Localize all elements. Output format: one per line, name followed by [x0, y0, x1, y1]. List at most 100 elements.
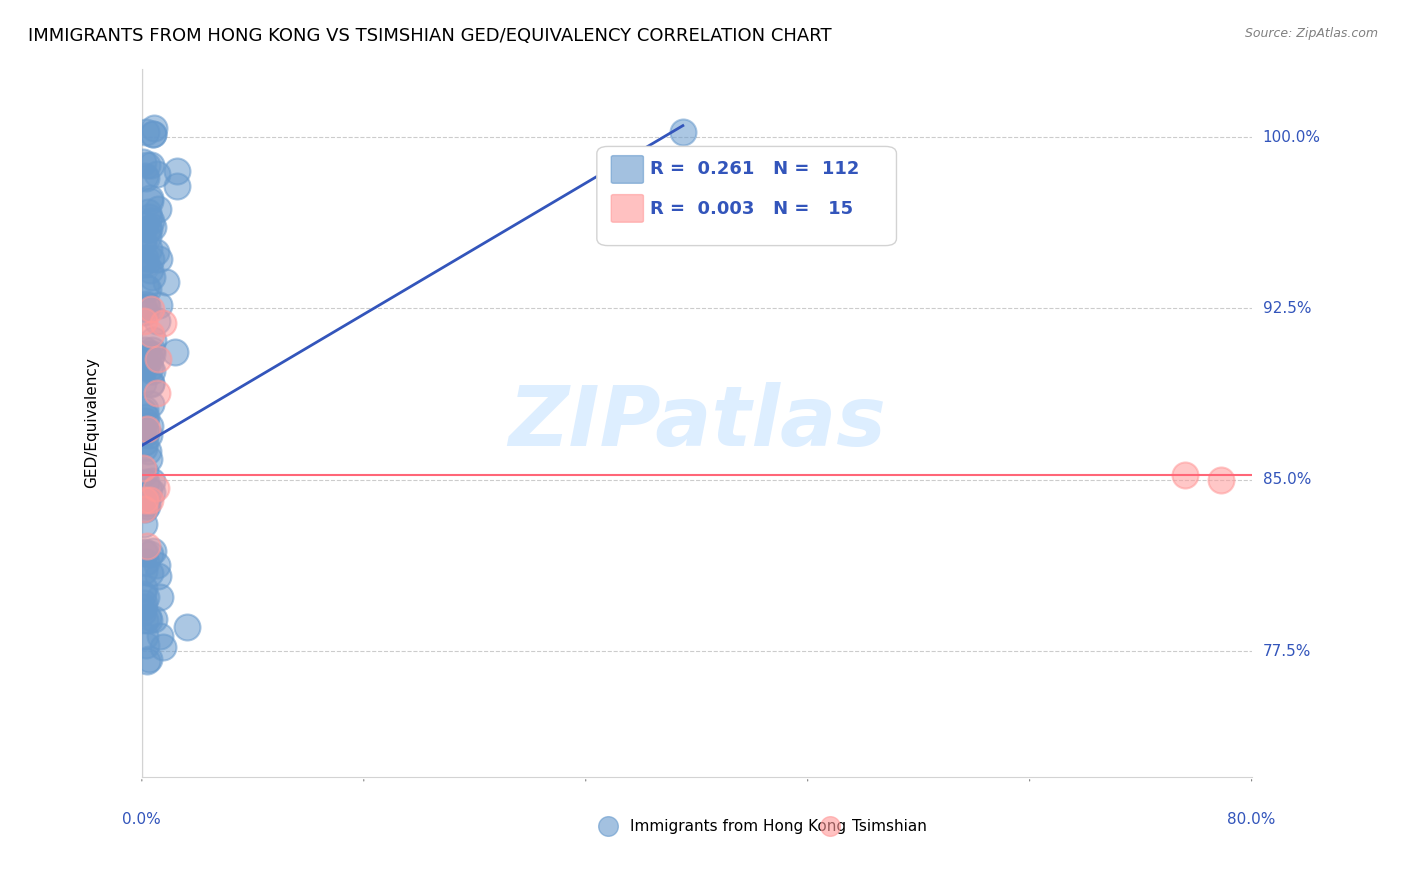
Immigrants from Hong Kong	[132, 376, 155, 391]
Tsimshian	[1209, 473, 1232, 487]
Immigrants from Hong Kong	[139, 548, 162, 562]
Immigrants from Hong Kong	[134, 169, 156, 184]
Text: Immigrants from Hong Kong: Immigrants from Hong Kong	[630, 819, 846, 834]
Immigrants from Hong Kong	[138, 221, 160, 235]
Immigrants from Hong Kong	[135, 257, 157, 271]
Text: GED/Equivalency: GED/Equivalency	[84, 357, 100, 488]
Immigrants from Hong Kong	[155, 275, 177, 289]
Immigrants from Hong Kong	[136, 299, 159, 313]
Tsimshian	[132, 502, 155, 516]
Immigrants from Hong Kong	[138, 419, 160, 434]
Tsimshian	[134, 492, 156, 507]
Immigrants from Hong Kong	[134, 638, 156, 652]
Immigrants from Hong Kong	[141, 347, 163, 361]
Text: Tsimshian: Tsimshian	[852, 819, 927, 834]
Immigrants from Hong Kong	[136, 230, 159, 244]
Immigrants from Hong Kong	[134, 434, 156, 449]
Immigrants from Hong Kong	[134, 545, 156, 559]
Immigrants from Hong Kong	[142, 333, 165, 347]
Text: 85.0%: 85.0%	[1263, 472, 1310, 487]
Immigrants from Hong Kong	[134, 251, 156, 265]
Tsimshian	[136, 539, 159, 553]
Text: R =  0.003   N =   15: R = 0.003 N = 15	[650, 200, 853, 218]
Tsimshian	[1174, 468, 1197, 483]
Text: IMMIGRANTS FROM HONG KONG VS TSIMSHIAN GED/EQUIVALENCY CORRELATION CHART: IMMIGRANTS FROM HONG KONG VS TSIMSHIAN G…	[28, 27, 832, 45]
Text: 0.0%: 0.0%	[122, 812, 162, 827]
Immigrants from Hong Kong	[138, 651, 160, 665]
Immigrants from Hong Kong	[176, 620, 198, 634]
Immigrants from Hong Kong	[138, 211, 160, 225]
Immigrants from Hong Kong	[672, 126, 695, 140]
Immigrants from Hong Kong	[134, 501, 156, 516]
Tsimshian	[139, 492, 162, 507]
Tsimshian	[146, 352, 169, 367]
Immigrants from Hong Kong	[139, 397, 162, 411]
Immigrants from Hong Kong	[145, 244, 167, 259]
Immigrants from Hong Kong	[135, 125, 157, 139]
Immigrants from Hong Kong	[166, 164, 188, 178]
Immigrants from Hong Kong	[141, 343, 163, 357]
Immigrants from Hong Kong	[132, 517, 155, 532]
Immigrants from Hong Kong	[135, 496, 157, 510]
Immigrants from Hong Kong	[134, 343, 156, 357]
Immigrants from Hong Kong	[132, 441, 155, 455]
Immigrants from Hong Kong	[141, 270, 163, 285]
Tsimshian	[139, 301, 162, 316]
Immigrants from Hong Kong	[146, 314, 169, 328]
Immigrants from Hong Kong	[135, 280, 157, 294]
Text: 100.0%: 100.0%	[1263, 129, 1320, 145]
Immigrants from Hong Kong	[134, 581, 156, 595]
Immigrants from Hong Kong	[142, 128, 165, 142]
Immigrants from Hong Kong	[149, 590, 172, 604]
Immigrants from Hong Kong	[138, 191, 160, 205]
Immigrants from Hong Kong	[141, 128, 163, 142]
Tsimshian	[145, 482, 167, 496]
Tsimshian	[152, 316, 174, 330]
Text: 80.0%: 80.0%	[1227, 812, 1275, 827]
Immigrants from Hong Kong	[132, 353, 155, 368]
Immigrants from Hong Kong	[139, 252, 162, 266]
Immigrants from Hong Kong	[138, 610, 160, 624]
FancyBboxPatch shape	[612, 194, 644, 222]
Immigrants from Hong Kong	[132, 352, 155, 367]
Immigrants from Hong Kong	[134, 305, 156, 319]
Immigrants from Hong Kong	[135, 157, 157, 171]
FancyBboxPatch shape	[612, 155, 644, 183]
Immigrants from Hong Kong	[141, 376, 163, 390]
Immigrants from Hong Kong	[138, 483, 160, 497]
Immigrants from Hong Kong	[132, 546, 155, 560]
Immigrants from Hong Kong	[139, 377, 162, 392]
Immigrants from Hong Kong	[136, 282, 159, 296]
Immigrants from Hong Kong	[141, 219, 163, 234]
Immigrants from Hong Kong	[142, 544, 165, 558]
Immigrants from Hong Kong	[134, 613, 156, 627]
Immigrants from Hong Kong	[141, 474, 163, 488]
Immigrants from Hong Kong	[135, 591, 157, 605]
Immigrants from Hong Kong	[135, 499, 157, 513]
Immigrants from Hong Kong	[136, 222, 159, 236]
Immigrants from Hong Kong	[139, 361, 162, 376]
Immigrants from Hong Kong	[135, 555, 157, 569]
Immigrants from Hong Kong	[132, 586, 155, 600]
Immigrants from Hong Kong	[138, 243, 160, 257]
Immigrants from Hong Kong	[135, 296, 157, 310]
Immigrants from Hong Kong	[132, 359, 155, 374]
Immigrants from Hong Kong	[132, 404, 155, 418]
Immigrants from Hong Kong	[134, 414, 156, 428]
Immigrants from Hong Kong	[132, 232, 155, 246]
Immigrants from Hong Kong	[132, 564, 155, 578]
FancyBboxPatch shape	[596, 146, 897, 245]
Immigrants from Hong Kong	[135, 425, 157, 440]
Tsimshian	[145, 386, 167, 401]
Text: 92.5%: 92.5%	[1263, 301, 1312, 316]
Immigrants from Hong Kong	[132, 600, 155, 615]
Immigrants from Hong Kong	[163, 345, 186, 359]
Immigrants from Hong Kong	[136, 347, 159, 361]
Immigrants from Hong Kong	[135, 409, 157, 424]
Tsimshian	[135, 422, 157, 436]
Immigrants from Hong Kong	[139, 566, 162, 581]
Immigrants from Hong Kong	[132, 155, 155, 169]
Immigrants from Hong Kong	[138, 452, 160, 467]
Immigrants from Hong Kong	[136, 654, 159, 668]
Immigrants from Hong Kong	[132, 420, 155, 434]
